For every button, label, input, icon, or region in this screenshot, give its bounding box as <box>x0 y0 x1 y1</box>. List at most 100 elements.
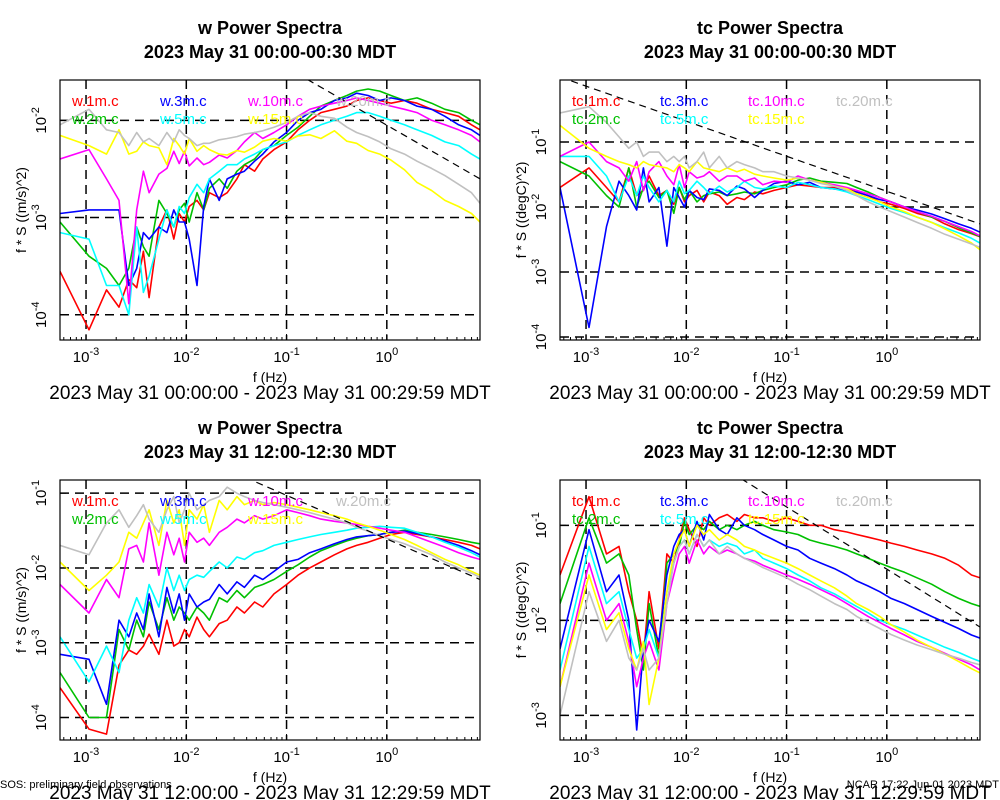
x-tick-label: 10-1 <box>773 346 799 366</box>
legend-entry: w.3m.c <box>159 493 207 510</box>
series-group <box>560 480 980 731</box>
chart-title: w Power Spectra <box>197 418 343 438</box>
y-axis-label: f * S ((degC)^2) <box>513 562 529 659</box>
x-tick-label: 10-1 <box>273 746 299 766</box>
x-axis-label: f (Hz) <box>253 369 287 385</box>
series-line-w.3m.c <box>60 530 480 706</box>
reference-slope-line <box>566 80 980 225</box>
chart-title: w Power Spectra <box>197 18 343 38</box>
footer-left-note: SOS: preliminary field observations <box>0 779 172 791</box>
w-spectra-0000-0030-panel: w Power Spectra 2023 May 31 00:00-00:30 M… <box>13 18 491 404</box>
legend-entry: tc.15m.c <box>748 511 805 528</box>
legend-entry: tc.3m.c <box>660 93 709 110</box>
x-axis-label: f (Hz) <box>253 769 287 785</box>
y-tick-label: 10-2 <box>30 107 50 133</box>
series-line-tc.1m.c <box>560 167 980 238</box>
legend-entry: w.1m.c <box>71 493 119 510</box>
y-tick-label: 10-3 <box>30 629 50 655</box>
reference-slope-line <box>256 481 480 581</box>
series-line-w.10m.c <box>60 97 480 305</box>
x-tick-label: 100 <box>375 346 398 366</box>
series-line-tc.15m.c <box>560 124 980 251</box>
x-tick-label: 10-2 <box>673 746 699 766</box>
footer-right-note: NCAR 17:22 Jun 01 2023 MDT <box>847 779 1000 791</box>
legend-entry: w.2m.c <box>71 111 119 128</box>
chart-subtitle: 2023 May 31 00:00-00:30 MDT <box>144 42 396 62</box>
x-tick-label: 10-2 <box>173 346 199 366</box>
x-tick-label: 100 <box>875 346 898 366</box>
x-tick-label: 10-1 <box>273 346 299 366</box>
y-axis-label: f * S ((m/s)^2) <box>13 567 29 653</box>
legend-entry: tc.5m.c <box>660 111 709 128</box>
legend-entry: tc.20m.c <box>836 493 893 510</box>
y-tick-label: 10-2 <box>530 194 550 220</box>
series-line-w.20m.c <box>60 108 480 204</box>
y-axis-label: f * S ((m/s)^2) <box>13 167 29 253</box>
series-line-w.1m.c <box>60 531 480 735</box>
series-line-w.2m.c <box>60 529 480 719</box>
reference-slope-line <box>307 80 480 180</box>
w-spectra-1200-1230-panel: w Power Spectra 2023 May 31 12:00-12:30 M… <box>13 418 491 800</box>
legend-entry: w.3m.c <box>159 93 207 110</box>
x-tick-label: 10-3 <box>73 346 99 366</box>
legend-entry: w.10m.c <box>247 493 304 510</box>
series-group <box>560 80 980 329</box>
legend-entry: tc.1m.c <box>572 93 621 110</box>
series-line-w.2m.c <box>60 88 480 287</box>
chart-title: tc Power Spectra <box>697 18 844 38</box>
series-line-tc.10m.c <box>560 141 980 237</box>
y-tick-label: 10-1 <box>530 129 550 155</box>
series-group <box>60 481 480 735</box>
y-tick-label: 10-3 <box>530 259 550 285</box>
time-range-label: 2023 May 31 00:00:00 - 2023 May 31 00:29… <box>549 383 991 404</box>
y-tick-label: 10-4 <box>30 704 50 730</box>
legend-entry: tc.10m.c <box>748 93 805 110</box>
legend-entry: tc.5m.c <box>660 511 709 528</box>
time-range-label: 2023 May 31 12:00:00 - 2023 May 31 12:29… <box>49 783 491 800</box>
legend-entry: w.10m.c <box>247 93 304 110</box>
x-tick-label: 10-1 <box>773 746 799 766</box>
y-tick-label: 10-3 <box>530 702 550 728</box>
x-tick-label: 10-2 <box>173 746 199 766</box>
x-tick-label: 100 <box>875 746 898 766</box>
legend-entry: w.15m.c <box>247 511 304 528</box>
legend-entry: w.5m.c <box>159 111 207 128</box>
chart-subtitle: 2023 May 31 00:00-00:30 MDT <box>644 42 896 62</box>
legend-entry: w.20m.c <box>335 493 392 510</box>
series-line-tc.3m.c <box>560 513 980 731</box>
legend-entry: tc.1m.c <box>572 493 621 510</box>
chart-subtitle: 2023 May 31 12:00-12:30 MDT <box>144 442 396 462</box>
x-axis-label: f (Hz) <box>753 769 787 785</box>
time-range-label: 2023 May 31 12:00:00 - 2023 May 31 12:29… <box>549 783 991 800</box>
series-line-tc.20m.c <box>560 533 980 716</box>
y-tick-label: 10-2 <box>30 555 50 581</box>
x-tick-label: 10-3 <box>573 346 599 366</box>
series-line-w.5m.c <box>60 111 480 316</box>
y-tick-label: 10-1 <box>30 480 50 506</box>
chart-subtitle: 2023 May 31 12:00-12:30 MDT <box>644 442 896 462</box>
legend-entry: w.2m.c <box>71 511 119 528</box>
legend-entry: tc.2m.c <box>572 511 621 528</box>
series-line-tc.20m.c <box>560 105 980 249</box>
tc-spectra-0000-0030-panel: tc Power Spectra 2023 May 31 00:00-00:30 … <box>513 18 991 404</box>
series-line-tc.5m.c <box>560 533 980 671</box>
legend-entry: tc.2m.c <box>572 111 621 128</box>
tc-spectra-1200-1230-panel: tc Power Spectra 2023 May 31 12:00-12:30 … <box>513 418 991 800</box>
series-line-w.10m.c <box>60 508 480 614</box>
y-axis-label: f * S ((degC)^2) <box>513 162 529 259</box>
legend-entry: tc.3m.c <box>660 493 709 510</box>
plot-frame <box>559 79 981 341</box>
series-group <box>60 80 480 331</box>
plot-frame <box>59 479 481 741</box>
series-line-tc.5m.c <box>560 155 980 244</box>
series-line-tc.15m.c <box>560 524 980 706</box>
legend-entry: tc.10m.c <box>748 493 805 510</box>
y-tick-label: 10-2 <box>530 607 550 633</box>
series-line-w.20m.c <box>60 486 480 579</box>
plot-frame <box>559 479 981 741</box>
x-axis-label: f (Hz) <box>753 369 787 385</box>
y-tick-label: 10-4 <box>530 324 550 350</box>
legend-entry: w.20m.c <box>335 93 392 110</box>
y-tick-label: 10-4 <box>30 302 50 328</box>
